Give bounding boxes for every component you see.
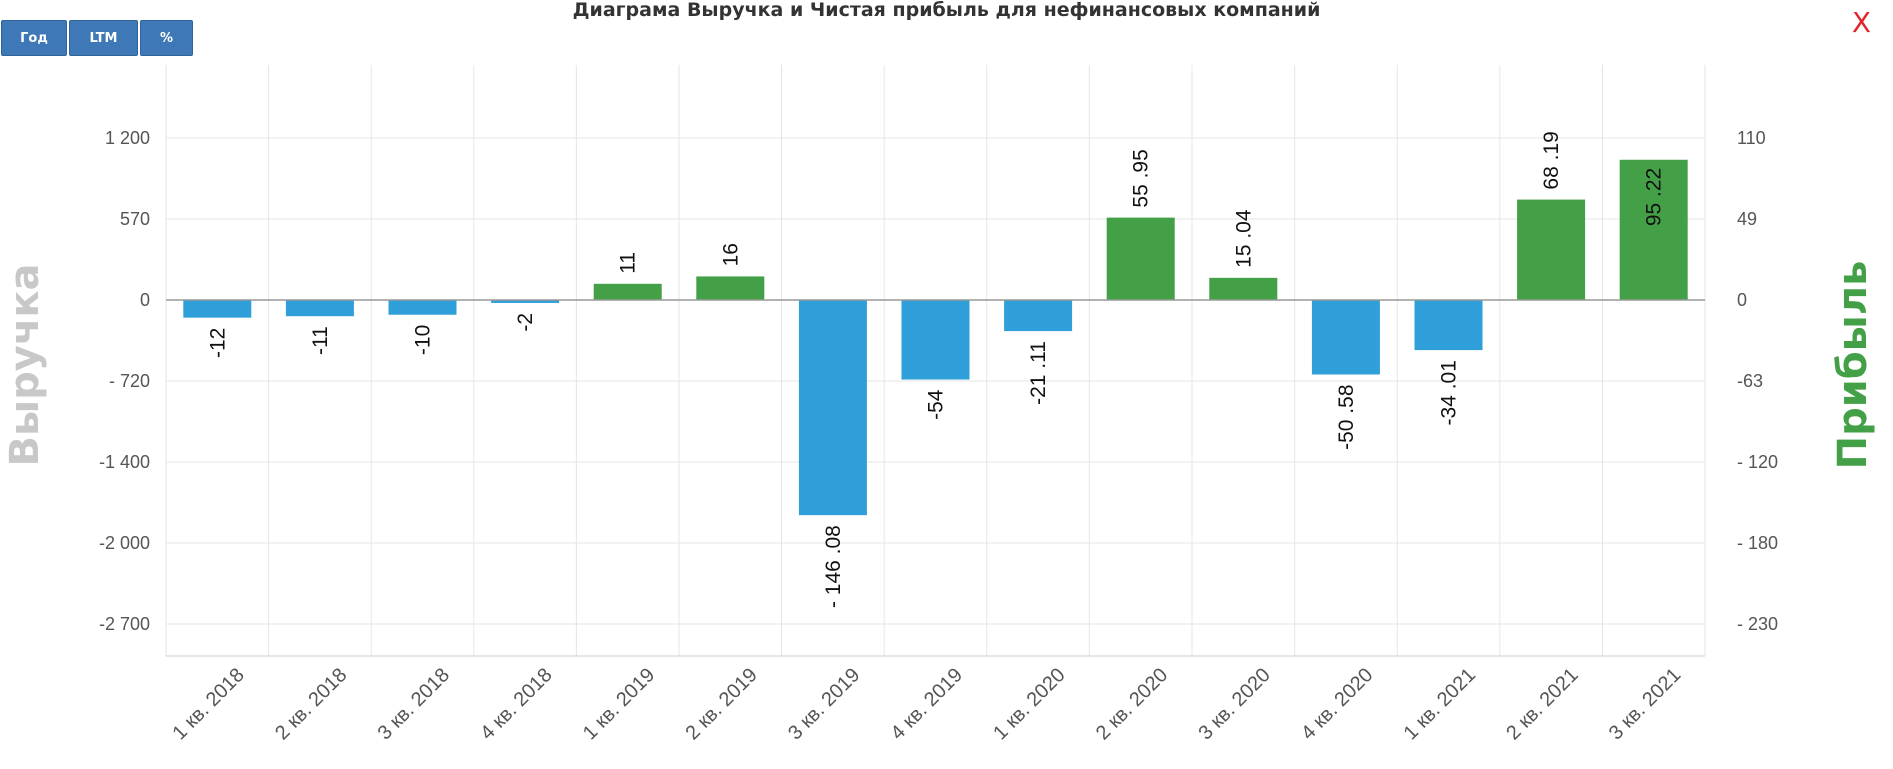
x-tick-label: 1 кв. 2020 <box>989 664 1069 744</box>
left-axis-title: Выручка <box>2 264 48 467</box>
x-tick-label: 1 кв. 2021 <box>1400 664 1480 744</box>
x-tick-label: 3 кв. 2018 <box>374 664 454 744</box>
data-label: -11 <box>309 326 332 355</box>
bar <box>183 300 252 318</box>
left-tick-label: - 720 <box>109 371 150 391</box>
data-label: 15 .04 <box>1232 209 1255 268</box>
bar <box>1004 300 1073 332</box>
percent-button[interactable]: % <box>140 20 193 56</box>
data-label: 16 <box>719 243 742 266</box>
left-tick-label: 1 200 <box>105 128 150 148</box>
x-tick-label: 2 кв. 2018 <box>271 664 351 744</box>
right-tick-label: - 180 <box>1737 533 1778 553</box>
bar <box>388 300 457 315</box>
bar <box>593 283 662 300</box>
bar <box>1311 300 1380 375</box>
right-tick-label: 49 <box>1737 209 1757 229</box>
bar <box>1517 199 1586 300</box>
close-icon[interactable]: X <box>1851 6 1871 39</box>
x-tick-label: 1 кв. 2018 <box>168 664 248 744</box>
data-label: -12 <box>206 328 229 358</box>
left-tick-label: 0 <box>140 290 150 310</box>
ltm-button[interactable]: LTM <box>69 20 138 56</box>
right-tick-label: - 230 <box>1737 614 1778 634</box>
period-button-group: Год LTM % <box>1 20 193 56</box>
right-tick-label: 110 <box>1737 128 1766 148</box>
data-label: -10 <box>412 325 435 355</box>
bar <box>1209 277 1278 300</box>
data-label: -50 .58 <box>1335 384 1358 449</box>
x-tick-label: 4 кв. 2020 <box>1297 664 1377 744</box>
bar <box>1106 217 1175 300</box>
x-tick-label: 3 кв. 2019 <box>784 664 864 744</box>
year-button[interactable]: Год <box>1 20 67 56</box>
left-tick-label: -1 400 <box>99 452 150 472</box>
right-tick-label: -63 <box>1737 371 1763 391</box>
x-tick-label: 3 кв. 2021 <box>1605 664 1685 744</box>
x-tick-label: 3 кв. 2020 <box>1194 664 1274 744</box>
left-tick-label: -2 000 <box>99 533 150 553</box>
x-tick-label: 2 кв. 2020 <box>1092 664 1172 744</box>
data-label: 55 .95 <box>1130 149 1153 207</box>
left-tick-label: 570 <box>120 209 150 229</box>
data-label: - 146 .08 <box>822 525 845 608</box>
right-axis-title: Прибыль <box>1830 261 1876 470</box>
x-tick-label: 1 кв. 2019 <box>579 664 659 744</box>
bar <box>1619 159 1688 300</box>
chart-title: Диаграма Выручка и Чистая прибыль для не… <box>572 0 1321 21</box>
bar <box>901 300 970 380</box>
bar <box>696 276 765 300</box>
data-label: -54 <box>925 389 948 420</box>
bar <box>798 300 867 516</box>
bar <box>491 300 560 303</box>
x-tick-label: 4 кв. 2018 <box>476 664 556 744</box>
data-label: -2 <box>514 313 537 332</box>
data-label: 68 .19 <box>1540 131 1563 189</box>
left-tick-label: -2 700 <box>99 614 150 634</box>
bar <box>1414 300 1483 351</box>
data-label: 95 .22 <box>1643 168 1666 226</box>
x-tick-label: 2 кв. 2021 <box>1502 664 1582 744</box>
bar <box>285 300 354 317</box>
right-tick-label: 0 <box>1737 290 1747 310</box>
data-label: 11 <box>617 252 640 274</box>
right-tick-label: - 120 <box>1737 452 1778 472</box>
x-tick-label: 4 кв. 2019 <box>887 664 967 744</box>
data-label: -21 .11 <box>1027 341 1050 405</box>
data-label: -34 .01 <box>1438 360 1461 425</box>
x-tick-label: 2 кв. 2019 <box>681 664 761 744</box>
